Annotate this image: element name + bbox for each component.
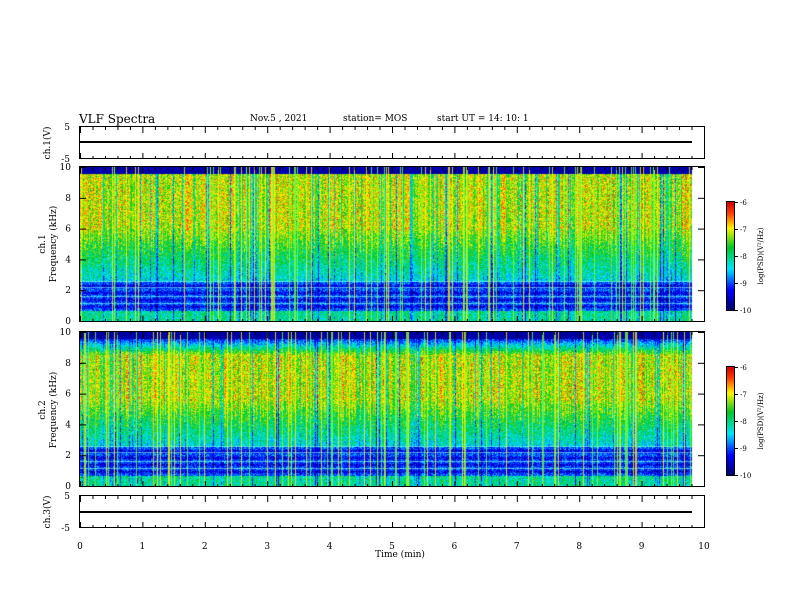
colorbar-tick-label: -8 — [740, 418, 747, 426]
ch1-colorbar — [727, 202, 734, 310]
y-tick-label: 8 — [65, 194, 71, 204]
y-tick-label: 4 — [65, 255, 71, 265]
x-tick-label: 5 — [389, 542, 395, 552]
y-tick-label: 2 — [65, 451, 71, 461]
colorbar-tick-label: -10 — [740, 307, 751, 315]
y-tick-label: 10 — [60, 328, 72, 338]
ch3-wave-ylabel: ch.3(V) — [42, 496, 53, 529]
y-tick-label: -5 — [61, 155, 70, 165]
colorbar-tick-label: -6 — [740, 364, 747, 372]
y-tick-label: 0 — [65, 482, 71, 492]
date-label: Nov.5 , 2021 — [250, 114, 308, 124]
y-tick-label: -5 — [61, 524, 70, 534]
start-time-label: start UT = 14: 10: 1 — [437, 114, 529, 124]
colorbar-tick-label: -10 — [740, 472, 751, 480]
x-tick-label: 0 — [77, 542, 83, 552]
ch2-spec-ylabel-channel: ch.2 — [38, 400, 48, 419]
ch2-colorbar-frame — [726, 366, 735, 476]
x-tick-label: 4 — [327, 542, 333, 552]
y-tick-label: 5 — [64, 123, 70, 133]
ch1-spec-ylabel-channel: ch.1 — [38, 234, 48, 253]
colorbar-tick-label: -9 — [740, 280, 747, 288]
ch2-spec-frame — [79, 331, 705, 487]
chart-title: VLF Spectra — [79, 112, 156, 126]
y-tick-label: 4 — [65, 420, 71, 430]
x-tick-label: 9 — [639, 542, 645, 552]
y-tick-label: 6 — [65, 225, 71, 235]
y-tick-label: 0 — [65, 317, 71, 327]
x-tick-label: 3 — [264, 542, 270, 552]
y-tick-label: 10 — [60, 163, 72, 173]
x-tick-label: 2 — [202, 542, 208, 552]
ch1-spec-frame — [79, 166, 705, 322]
y-tick-label: 5 — [64, 492, 70, 502]
x-tick-label: 1 — [140, 542, 146, 552]
colorbar-tick-label: -9 — [740, 445, 747, 453]
ch2-spec-ylabel-freq: Frequency (kHz) — [48, 372, 59, 449]
station-label: station= MOS — [343, 114, 408, 124]
y-tick-label: 6 — [65, 390, 71, 400]
y-tick-label: 2 — [65, 286, 71, 296]
colorbar-tick-label: -8 — [740, 253, 747, 261]
x-tick-label: 8 — [576, 542, 582, 552]
colorbar-tick-label: -6 — [740, 199, 747, 207]
ch2-colorbar — [727, 367, 734, 475]
colorbar-tick-label: -7 — [740, 226, 747, 234]
ch1-spectrogram — [80, 167, 704, 321]
ch1-colorbar-frame — [726, 201, 735, 311]
ch1-spec-ylabel-freq: Frequency (kHz) — [48, 206, 59, 283]
x-tick-label: 6 — [452, 542, 458, 552]
x-tick-label: 7 — [514, 542, 520, 552]
y-tick-label: 8 — [65, 359, 71, 369]
x-tick-label: 10 — [698, 542, 710, 552]
ch2-colorbar-label: log(PSD)(V²/Hz) — [757, 392, 765, 449]
ch1-wave-ylabel: ch.1(V) — [42, 127, 53, 160]
ch2-spectrogram — [80, 332, 704, 486]
colorbar-tick-label: -7 — [740, 391, 747, 399]
ch1-colorbar-label: log(PSD)(V²/Hz) — [757, 227, 765, 284]
x-axis-label: Time (min) — [375, 549, 425, 560]
